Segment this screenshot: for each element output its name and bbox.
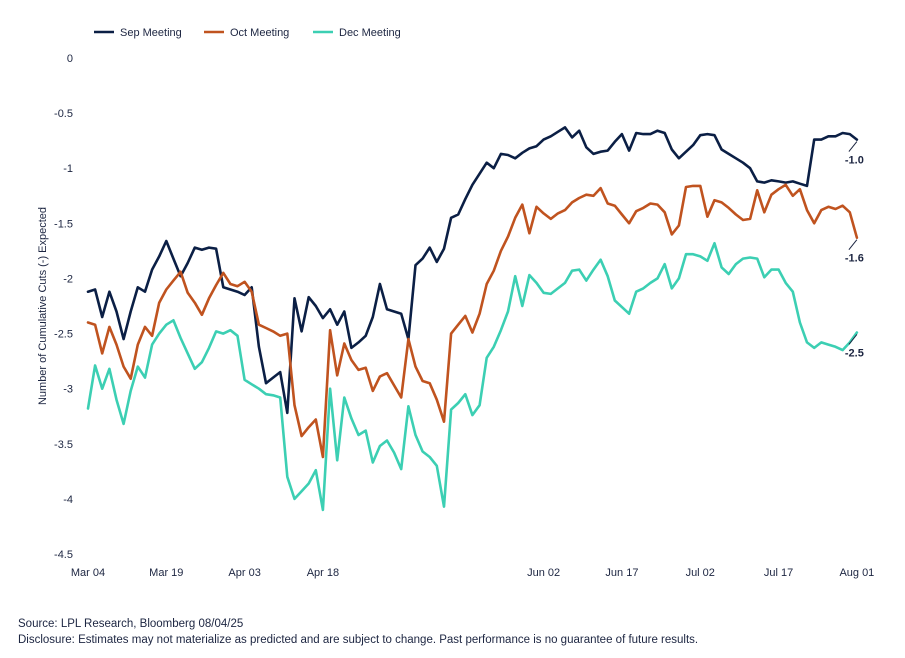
end-label-leader: [848, 334, 858, 345]
chart: Sep Meeting Oct Meeting Dec Meeting 0 -0.5 -…: [37, 27, 874, 579]
series-line-sep-meeting: [86, 126, 859, 415]
y-axis-title: Number of Cumulative Cuts (-) Expected: [37, 207, 49, 405]
end-label-leader: [848, 239, 858, 250]
x-tick-label: Jun 17: [605, 567, 638, 579]
y-tick-label: -4: [63, 494, 73, 506]
y-tick-label: -1: [63, 163, 73, 175]
end-value-label: -2.5: [845, 347, 864, 359]
x-tick-label: Jul 17: [764, 567, 793, 579]
source-note: Source: LPL Research, Bloomberg 08/04/25: [18, 618, 244, 630]
series-lines: [86, 126, 859, 512]
x-tick-label: Jul 02: [686, 567, 715, 579]
y-tick-label: -3: [63, 384, 73, 396]
y-tick-label: -1.5: [54, 218, 73, 230]
series-line-oct-meeting: [86, 183, 859, 459]
end-value-label: -1.6: [845, 253, 864, 265]
series-line-dec-meeting: [86, 241, 859, 512]
y-tick-label: -3.5: [54, 439, 73, 451]
y-tick-label: 0: [67, 53, 73, 65]
y-tick-label: -0.5: [54, 108, 73, 120]
x-tick-label: Mar 04: [71, 567, 105, 579]
y-tick-label: -2: [63, 273, 73, 285]
x-axis: Mar 04 Mar 19 Apr 03 Apr 18 Jun 02 Jun 17 Jul …: [71, 567, 874, 579]
x-tick-label: Aug 01: [839, 567, 874, 579]
x-tick-label: Jun 02: [527, 567, 560, 579]
x-tick-label: Apr 03: [228, 567, 260, 579]
end-labels: -1.0 -1.6 -2.5: [845, 141, 864, 359]
disclosure-note: Disclosure: Estimates may not materializ…: [18, 634, 699, 646]
x-tick-label: Mar 19: [149, 567, 183, 579]
x-tick-label: Apr 18: [307, 567, 339, 579]
legend-label: Dec Meeting: [339, 27, 401, 39]
end-value-label: -1.0: [845, 155, 864, 167]
y-tick-label: -4.5: [54, 549, 73, 561]
legend: Sep Meeting Oct Meeting Dec Meeting: [94, 27, 401, 39]
y-axis: 0 -0.5 -1 -1.5 -2 -2.5 -3 -3.5 -4 -4.5: [54, 53, 73, 561]
y-tick-label: -2.5: [54, 329, 73, 341]
legend-label: Oct Meeting: [230, 27, 289, 39]
legend-label: Sep Meeting: [120, 27, 182, 39]
end-label-leader: [848, 141, 858, 152]
